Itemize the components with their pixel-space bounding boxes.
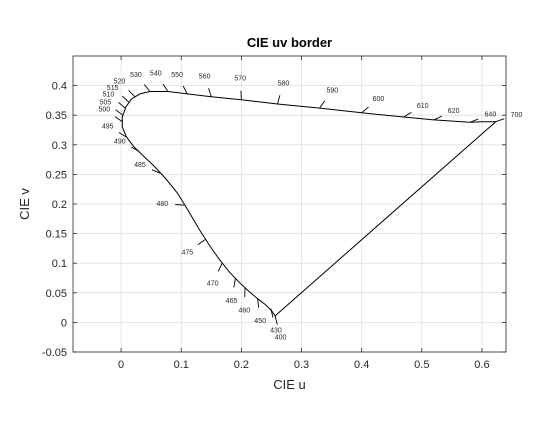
wavelength-label: 515 (107, 85, 119, 92)
wavelength-label: 480 (156, 201, 168, 208)
wavelength-tick (218, 263, 222, 271)
wavelength-label: 620 (448, 108, 460, 115)
wavelength-label: 530 (130, 72, 142, 79)
wavelength-label: 495 (102, 123, 114, 130)
wavelength-label: 580 (278, 80, 290, 87)
x-tick-label: 0.6 (474, 359, 489, 371)
wavelength-tick (320, 101, 325, 108)
wavelength-tick (275, 316, 277, 325)
wavelength-tick (404, 112, 412, 117)
x-tick-label: 0.5 (414, 359, 429, 371)
wavelength-label: 640 (485, 112, 497, 119)
wavelength-label: 560 (199, 73, 211, 80)
wavelength-label: 400 (275, 335, 287, 342)
wavelength-label: 590 (326, 88, 338, 95)
wavelength-label: 510 (103, 92, 115, 99)
grid-lines (73, 56, 506, 352)
x-tick-label: 0.2 (234, 359, 249, 371)
wavelength-label: 485 (134, 162, 146, 169)
x-tick-label: 0 (118, 359, 124, 371)
wavelength-label: 700 (511, 112, 523, 119)
wavelength-label: 505 (100, 99, 112, 106)
y-tick-label: -0.05 (42, 347, 67, 359)
wavelength-label: 475 (181, 250, 193, 257)
wavelength-label: 570 (234, 75, 246, 82)
y-axis-title: CIE v (17, 188, 32, 220)
y-tick-label: 0.1 (52, 258, 67, 270)
y-tick-label: 0.2 (52, 199, 67, 211)
wavelength-label: 470 (207, 281, 219, 288)
wavelength-tick (277, 95, 279, 104)
wavelength-label: 520 (114, 79, 126, 86)
y-tick-label: 0.4 (52, 81, 67, 93)
x-tick-label: 0.4 (354, 359, 369, 371)
wavelength-label: 540 (150, 71, 162, 78)
wavelength-tick (234, 279, 236, 288)
wavelength-tick (362, 107, 369, 113)
wavelength-markers: 4004304504604654704754804854904955005055… (98, 71, 522, 342)
y-tick-label: 0.05 (46, 288, 67, 300)
chart-title: CIE uv border (247, 35, 332, 50)
wavelength-label: 430 (270, 328, 282, 335)
wavelength-label: 610 (417, 103, 429, 110)
wavelength-label: 600 (373, 96, 385, 103)
y-tick-label: 0 (61, 317, 67, 329)
y-tick-label: 0.35 (46, 110, 67, 122)
wavelength-tick (496, 119, 504, 122)
wavelength-tick (129, 90, 135, 96)
wavelength-tick (183, 86, 187, 94)
x-tick-label: 0.1 (174, 359, 189, 371)
x-axis-title: CIE u (273, 377, 306, 392)
wavelength-label: 460 (238, 308, 250, 315)
wavelength-tick (209, 88, 212, 97)
wavelength-tick (116, 110, 123, 115)
wavelength-tick (434, 116, 442, 120)
wavelength-tick (118, 102, 125, 108)
wavelength-tick (198, 240, 205, 245)
y-tick-label: 0.25 (46, 169, 67, 181)
wavelength-tick (271, 309, 273, 318)
wavelength-tick (258, 299, 259, 308)
wavelength-tick (175, 205, 184, 206)
x-tick-label: 0.3 (294, 359, 309, 371)
y-tick-label: 0.15 (46, 229, 67, 241)
wavelength-label: 465 (226, 298, 238, 305)
wavelength-tick (122, 96, 129, 102)
y-tick-label: 0.3 (52, 140, 67, 152)
wavelength-label: 500 (98, 107, 110, 114)
wavelength-label: 490 (114, 138, 126, 145)
wavelength-tick (163, 84, 168, 91)
wavelength-label: 550 (171, 72, 183, 79)
wavelength-label: 450 (254, 318, 266, 325)
